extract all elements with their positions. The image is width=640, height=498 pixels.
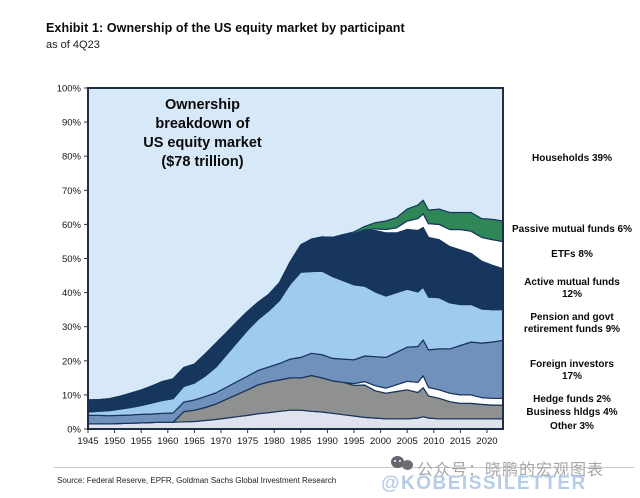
y-tick-label: 40% <box>62 288 82 299</box>
x-tick-label: 2005 <box>397 436 418 447</box>
x-tick-label: 1985 <box>290 436 311 447</box>
plot-border <box>87 87 504 430</box>
y-tick-label: 20% <box>62 356 82 367</box>
footer-divider <box>54 467 634 468</box>
wechat-chat-bubbles-icon <box>391 456 417 474</box>
x-tick-label: 1960 <box>157 436 178 447</box>
legend-business-hldgs: Business hldgs 4% <box>526 407 618 418</box>
legend-foreign-investors: Foreign investors 17% <box>530 359 614 382</box>
y-tick-label: 0% <box>67 425 81 436</box>
x-tick-label: 1970 <box>210 436 231 447</box>
legend-households: Households 39% <box>531 153 613 164</box>
x-tick-label: 2010 <box>423 436 444 447</box>
y-tick-label: 60% <box>62 220 82 231</box>
legend-other: Other 3% <box>550 421 594 432</box>
legend-etfs: ETFs 8% <box>551 249 593 260</box>
chat-bubble-small <box>402 460 413 470</box>
x-tick-label: 1975 <box>237 436 258 447</box>
watermark-kobeissi: @KOBEISSILETTER <box>381 473 587 494</box>
x-tick-label: 2020 <box>476 436 497 447</box>
y-tick-label: 90% <box>62 118 82 129</box>
y-tick-label: 70% <box>62 186 82 197</box>
y-tick-label: 100% <box>57 84 82 95</box>
x-tick-label: 1995 <box>343 436 364 447</box>
y-tick-label: 30% <box>62 322 82 333</box>
x-tick-label: 1955 <box>131 436 152 447</box>
x-tick-label: 2015 <box>450 436 471 447</box>
legend: Households 39% Passive mutual funds 6% E… <box>504 0 640 460</box>
source-note: Source: Federal Reserve, EPFR, Goldman S… <box>57 476 337 485</box>
chat-bubble-large <box>391 456 404 468</box>
exhibit-subtitle: as of 4Q23 <box>46 39 100 51</box>
legend-pension-funds: Pension and govt retirement funds 9% <box>523 312 621 335</box>
legend-active-funds: Active mutual funds 12% <box>524 277 620 300</box>
legend-hedge-funds: Hedge funds 2% <box>533 394 611 405</box>
x-tick-label: 1980 <box>264 436 285 447</box>
chart-annotation: Ownership breakdown of US equity market … <box>143 97 262 171</box>
x-tick-label: 1965 <box>184 436 205 447</box>
exhibit-title: Exhibit 1: Ownership of the US equity ma… <box>46 21 405 35</box>
x-tick-label: 1950 <box>104 436 125 447</box>
x-tick-label: 2000 <box>370 436 391 447</box>
x-tick-label: 1990 <box>317 436 338 447</box>
legend-passive-funds: Passive mutual funds 6% <box>511 224 633 235</box>
y-tick-label: 80% <box>62 152 82 163</box>
x-tick-label: 1945 <box>77 436 98 447</box>
y-tick-label: 10% <box>62 390 82 401</box>
watermark-chinese: 公众号：晓鹏的宏观图表 <box>417 462 605 479</box>
y-tick-label: 50% <box>62 254 82 265</box>
